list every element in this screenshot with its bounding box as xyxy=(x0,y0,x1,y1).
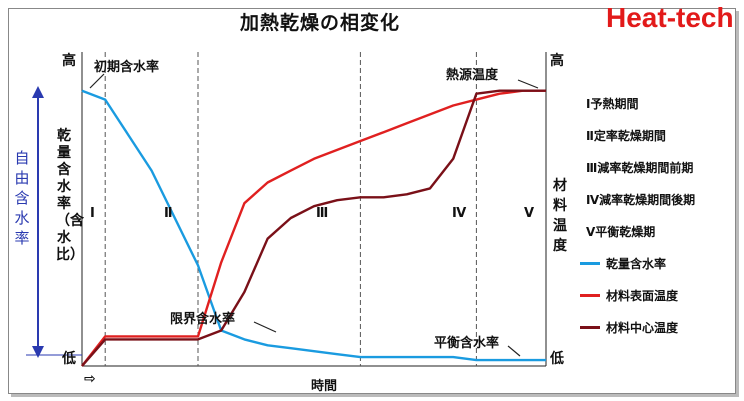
y-left-axis-label: 乾量含水率（含水比） xyxy=(56,128,84,263)
annotation-heat-source-temp: 熱源温度 xyxy=(446,68,499,83)
series-line-1 xyxy=(81,89,546,362)
chart-frame xyxy=(8,8,736,394)
y-right-high-label: 高 xyxy=(550,53,564,69)
phase-label-1: Ⅰ xyxy=(90,206,95,221)
legend-swatch-surface xyxy=(580,294,600,297)
phase-label-3: Ⅲ xyxy=(316,206,329,221)
phase-label-2: Ⅱ xyxy=(164,206,173,221)
time-arrow-icon: ⇨ xyxy=(84,371,96,387)
phase-label-5: Ⅴ xyxy=(524,206,535,221)
pointer-initial xyxy=(89,73,105,89)
series-line-2 xyxy=(81,89,546,367)
legend-surface-temp: 材料表面温度 xyxy=(606,289,679,303)
brand-logo: Heat-tech xyxy=(606,2,734,33)
y-right-low-label: 低 xyxy=(550,351,564,367)
annotation-initial-moisture: 初期含水率 xyxy=(94,60,160,75)
pointer-equilibrium xyxy=(507,345,521,357)
legend-swatch-center xyxy=(580,326,600,329)
legend-swatch-moisture xyxy=(580,262,600,265)
pointer-critical xyxy=(253,321,277,333)
series-line-3 xyxy=(81,89,546,367)
legend-phase-2: Ⅱ定率乾燥期間 xyxy=(586,129,666,143)
legend-phase-5: Ⅴ平衡乾燥期 xyxy=(586,225,656,239)
y-left-low-label: 低 xyxy=(62,351,76,367)
pointer-heat-source xyxy=(517,79,539,89)
free-moisture-label: 自由含水率 xyxy=(14,149,30,247)
legend-phase-3: Ⅲ減率乾燥期間前期 xyxy=(586,161,694,175)
annotation-equilibrium-moisture: 平衡含水率 xyxy=(434,336,500,351)
phase-label-4: Ⅳ xyxy=(452,206,467,221)
arrow-up-icon xyxy=(32,86,44,98)
arrow-down-icon xyxy=(32,346,44,358)
legend-moisture: 乾量含水率 xyxy=(606,257,667,271)
annotation-critical-moisture: 限界含水率 xyxy=(170,312,236,327)
chart-title: 加熱乾燥の相変化 xyxy=(239,12,400,34)
legend-phase-4: Ⅳ減率乾燥期間後期 xyxy=(586,193,696,207)
y-right-axis-label: 材料温度 xyxy=(553,178,567,254)
x-axis-label: 時間 xyxy=(311,379,338,394)
legend-center-temp: 材料中心温度 xyxy=(606,321,679,335)
legend-phase-1: Ⅰ予熱期間 xyxy=(586,97,639,111)
y-left-high-label: 高 xyxy=(62,53,76,69)
